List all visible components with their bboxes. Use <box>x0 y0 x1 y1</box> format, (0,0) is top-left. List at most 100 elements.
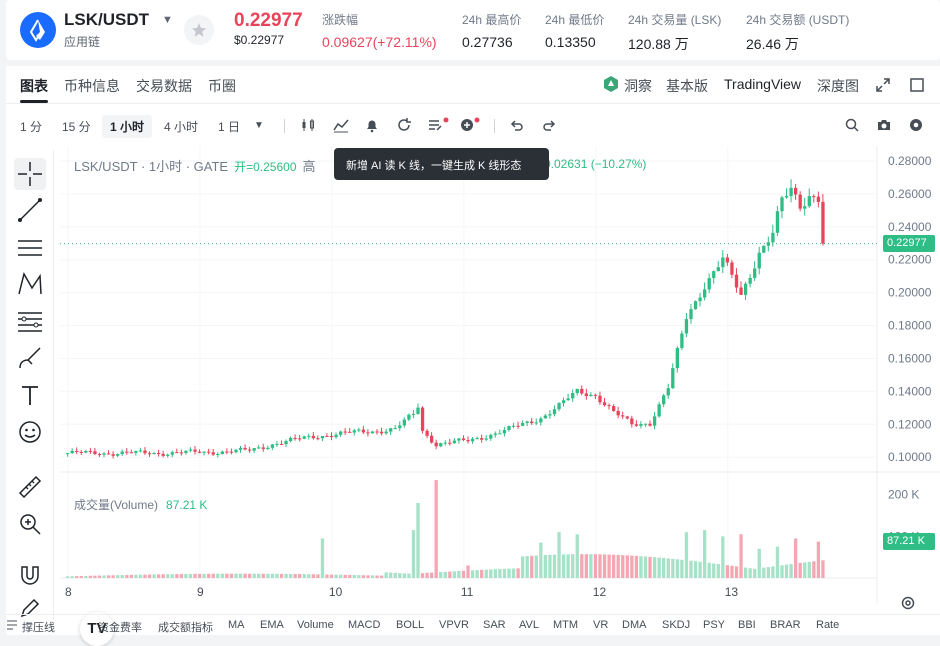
indicator-撑压线[interactable]: 撑压线 <box>22 622 55 634</box>
candle-body <box>375 431 379 433</box>
candle-body <box>111 454 115 456</box>
pair-name[interactable]: LSK/USDT <box>64 10 149 29</box>
favorite-star-icon[interactable] <box>184 15 214 45</box>
window-icon[interactable] <box>910 78 924 95</box>
candle-body <box>152 453 156 455</box>
candle-body <box>580 388 584 394</box>
zoom-in-icon[interactable] <box>14 508 46 540</box>
fibonacci-icon[interactable] <box>14 305 46 337</box>
indicator-left-icon[interactable] <box>6 619 18 634</box>
volume-bar <box>666 558 670 578</box>
magnet-icon[interactable] <box>14 559 46 591</box>
volume-bar <box>561 554 566 578</box>
tab-coin-info[interactable]: 币种信息 <box>64 78 120 94</box>
candle-body <box>493 433 497 435</box>
candle-body <box>134 450 138 453</box>
tab-basic[interactable]: 基本版 <box>666 78 708 94</box>
redo-icon[interactable] <box>541 117 557 133</box>
ai-kline-icon[interactable] <box>428 117 449 133</box>
volume-bar <box>475 570 479 578</box>
timeframe-1h[interactable]: 1 小时 <box>102 115 153 138</box>
candle-body <box>552 409 557 415</box>
candlestick-chart[interactable]: 0.28000 0.26000 0.24000 0.22000 0.20000 0.180… <box>60 146 940 646</box>
candle-body <box>202 451 206 453</box>
tab-community[interactable]: 币圈 <box>208 78 236 94</box>
expand-icon[interactable] <box>876 78 890 95</box>
volume-bar <box>439 572 443 578</box>
stat-change-value: 0.09627(+72.11%) <box>322 34 437 50</box>
axis-settings-icon[interactable] <box>900 595 916 611</box>
indicator-vr[interactable]: VR <box>593 619 609 631</box>
candle-body <box>748 277 752 284</box>
indicator-avl[interactable]: AVL <box>519 619 539 631</box>
indicator-mtm[interactable]: MTM <box>553 619 579 631</box>
indicator-ema[interactable]: EMA <box>260 619 284 631</box>
volume-bar <box>725 565 730 578</box>
candle-body <box>807 196 811 207</box>
indicator-skdj[interactable]: SKDJ <box>662 619 691 631</box>
candle-body <box>70 450 74 454</box>
candle-body <box>693 301 698 310</box>
candle-body <box>689 309 693 320</box>
indicator-dma[interactable]: DMA <box>622 619 647 631</box>
indicator-volume[interactable]: Volume <box>297 619 334 631</box>
indicator-成交额指标[interactable]: 成交额指标 <box>158 622 213 634</box>
tab-tradingview[interactable]: TradingView <box>724 76 802 92</box>
indicator-brar[interactable]: BRAR <box>770 619 801 631</box>
volume-bar <box>416 503 420 578</box>
volume-bar <box>329 574 334 578</box>
volume-bar <box>311 574 315 578</box>
emoji-icon[interactable] <box>14 416 46 448</box>
indicator-psy[interactable]: PSY <box>703 619 726 631</box>
tab-insight[interactable]: 洞察 <box>624 78 652 94</box>
trend-line-icon[interactable] <box>14 194 46 226</box>
volume-bar <box>502 568 507 578</box>
tab-depth[interactable]: 深度图 <box>817 78 859 94</box>
indicator-bbi[interactable]: BBI <box>738 619 756 631</box>
candle-body <box>461 438 466 441</box>
candle-body <box>448 442 452 444</box>
candle-body <box>207 451 211 453</box>
timeframe-1d[interactable]: 1 日 <box>218 120 241 134</box>
search-icon[interactable] <box>844 117 860 133</box>
crosshair-icon[interactable] <box>14 158 46 190</box>
indicator-boll[interactable]: BOLL <box>396 619 425 631</box>
alert-icon[interactable] <box>364 117 380 133</box>
camera-icon[interactable] <box>876 117 892 133</box>
timeframe-4h[interactable]: 4 小时 <box>164 120 199 134</box>
brush-icon[interactable] <box>14 342 46 374</box>
add-plugin-icon[interactable] <box>460 117 480 133</box>
timeframe-dropdown-icon[interactable]: ▼ <box>254 120 264 131</box>
tab-chart[interactable]: 图表 <box>20 78 48 94</box>
volume-bar <box>225 573 229 578</box>
indicator-sar[interactable]: SAR <box>483 619 506 631</box>
timeframe-1m[interactable]: 1 分 <box>20 120 43 134</box>
timeframe-15m[interactable]: 15 分 <box>62 120 91 134</box>
stat-low: 24h 最低价 0.13350 <box>545 11 604 50</box>
ruler-icon[interactable] <box>14 471 46 503</box>
indicator-ma[interactable]: MA <box>228 619 245 631</box>
volume-bar <box>461 570 466 578</box>
candle-body <box>803 206 807 209</box>
candle-body <box>443 442 447 444</box>
candle-type-icon[interactable] <box>300 117 316 133</box>
indicator-vpvr[interactable]: VPVR <box>439 619 469 631</box>
indicator-资金费率[interactable]: 资金费率 <box>98 622 142 634</box>
undo-icon[interactable] <box>509 117 525 133</box>
stat-change-label: 涨跌幅 <box>322 13 359 27</box>
replay-icon[interactable] <box>396 117 412 133</box>
pair-dropdown-icon[interactable]: ▼ <box>162 14 173 26</box>
insight-logo-icon[interactable] <box>602 75 620 96</box>
text-tool-icon[interactable] <box>14 379 46 411</box>
horizontal-lines-icon[interactable] <box>14 232 46 264</box>
candle-body <box>234 449 238 453</box>
chart-canvas[interactable]: 0.28000 0.26000 0.24000 0.22000 0.20000 0.180… <box>60 146 940 616</box>
pattern-icon[interactable] <box>14 268 46 300</box>
volume-bar <box>730 565 734 578</box>
indicator-rate[interactable]: Rate <box>816 619 840 631</box>
indicator-macd[interactable]: MACD <box>348 619 381 631</box>
volume-bar <box>316 574 320 578</box>
settings-gear-icon[interactable] <box>908 117 924 133</box>
indicators-icon[interactable] <box>333 117 349 133</box>
tab-trade-data[interactable]: 交易数据 <box>136 78 192 94</box>
